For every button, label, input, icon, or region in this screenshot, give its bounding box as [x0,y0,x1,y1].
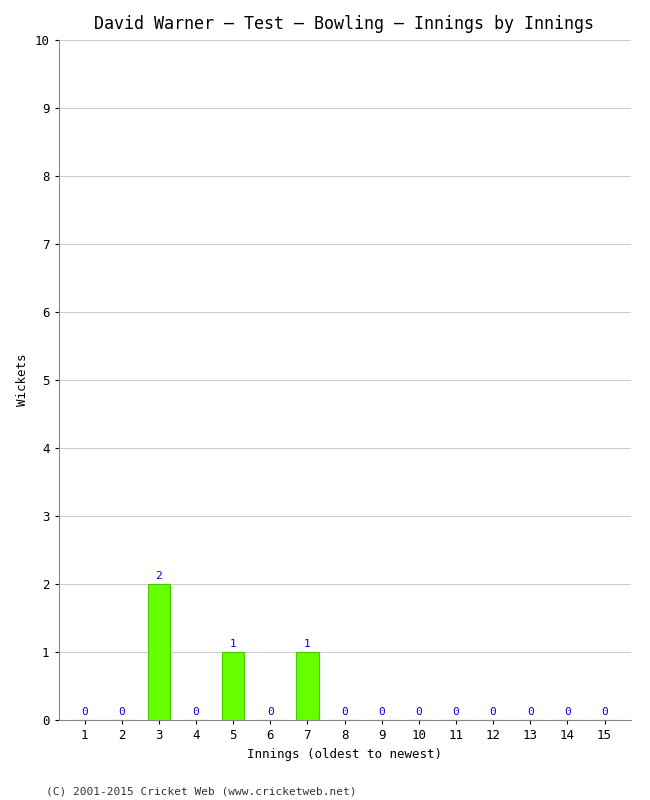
Text: 0: 0 [118,707,125,718]
Text: 0: 0 [192,707,200,718]
Text: 0: 0 [415,707,422,718]
Text: (C) 2001-2015 Cricket Web (www.cricketweb.net): (C) 2001-2015 Cricket Web (www.cricketwe… [46,786,356,796]
Bar [148,584,170,720]
Text: 0: 0 [489,707,497,718]
Text: 0: 0 [564,707,571,718]
Text: 1: 1 [304,639,311,650]
Y-axis label: Wickets: Wickets [16,354,29,406]
Text: 0: 0 [81,707,88,718]
Text: 1: 1 [229,639,237,650]
Bar [296,652,318,720]
Text: 0: 0 [378,707,385,718]
Text: 2: 2 [155,571,162,582]
Text: 0: 0 [452,707,460,718]
Bar [222,652,244,720]
Text: 0: 0 [341,707,348,718]
X-axis label: Innings (oldest to newest): Innings (oldest to newest) [247,747,442,761]
Text: 0: 0 [601,707,608,718]
Text: 0: 0 [527,707,534,718]
Title: David Warner – Test – Bowling – Innings by Innings: David Warner – Test – Bowling – Innings … [94,15,595,33]
Text: 0: 0 [267,707,274,718]
